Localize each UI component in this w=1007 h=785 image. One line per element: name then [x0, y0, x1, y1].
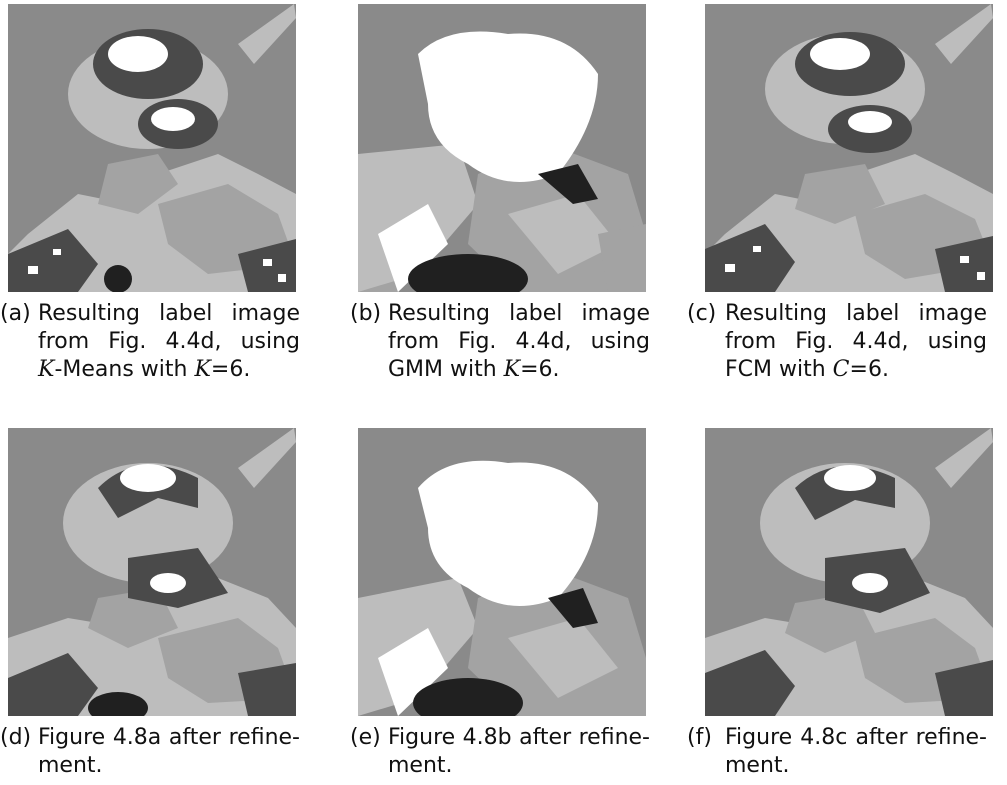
caption-line: ment. — [388, 753, 453, 778]
label-image-fcm — [705, 4, 993, 292]
caption-tag: (f) — [687, 725, 712, 750]
caption-line: from Fig. 4.4d, using — [38, 329, 300, 354]
caption-text: -Means with — [54, 357, 195, 382]
caption-tag: (d) — [0, 725, 32, 750]
caption-line: from Fig. 4.4d, using — [388, 329, 650, 354]
caption-text: =6. — [849, 357, 889, 382]
caption-text: =6. — [210, 357, 251, 382]
caption-math: K — [38, 357, 55, 382]
caption-tag: (e) — [350, 725, 381, 750]
caption-line: Resulting label image — [725, 301, 987, 326]
caption-line: ment. — [38, 753, 103, 778]
caption-line: Resulting label image — [38, 301, 300, 326]
label-image-gmm — [358, 4, 646, 292]
caption-line: Figure 4.8b after refine- — [388, 725, 650, 750]
label-image-kmeans-graphic — [8, 4, 296, 292]
caption-line: Resulting label image — [388, 301, 650, 326]
label-image-gmm-graphic — [358, 4, 646, 292]
caption-line: FCM with C=6. — [725, 356, 987, 384]
caption-math: K — [503, 357, 521, 382]
refined-image-kmeans-graphic — [8, 428, 296, 716]
caption-line: from Fig. 4.4d, using — [725, 329, 987, 354]
caption-text: FCM with — [725, 357, 833, 382]
caption-line: GMM with K=6. — [388, 356, 650, 384]
caption-text: =6. — [520, 357, 560, 382]
caption-tag: (c) — [687, 301, 717, 326]
label-image-kmeans — [8, 4, 296, 292]
caption-math: K — [194, 357, 211, 382]
caption-line: K-Means with K=6. — [38, 356, 300, 384]
refined-image-fcm-graphic — [705, 428, 993, 716]
refined-image-gmm — [358, 428, 646, 716]
refined-image-kmeans — [8, 428, 296, 716]
caption-tag: (b) — [350, 301, 382, 326]
caption-text: GMM with — [388, 357, 504, 382]
caption-line: Figure 4.8a after refine- — [38, 725, 300, 750]
label-image-fcm-graphic — [705, 4, 993, 292]
caption-line: Figure 4.8c after refine- — [725, 725, 987, 750]
caption-line: ment. — [725, 753, 790, 778]
caption-math: C — [832, 357, 850, 382]
refined-image-fcm — [705, 428, 993, 716]
caption-tag: (a) — [0, 301, 31, 326]
refined-image-gmm-graphic — [358, 428, 646, 716]
